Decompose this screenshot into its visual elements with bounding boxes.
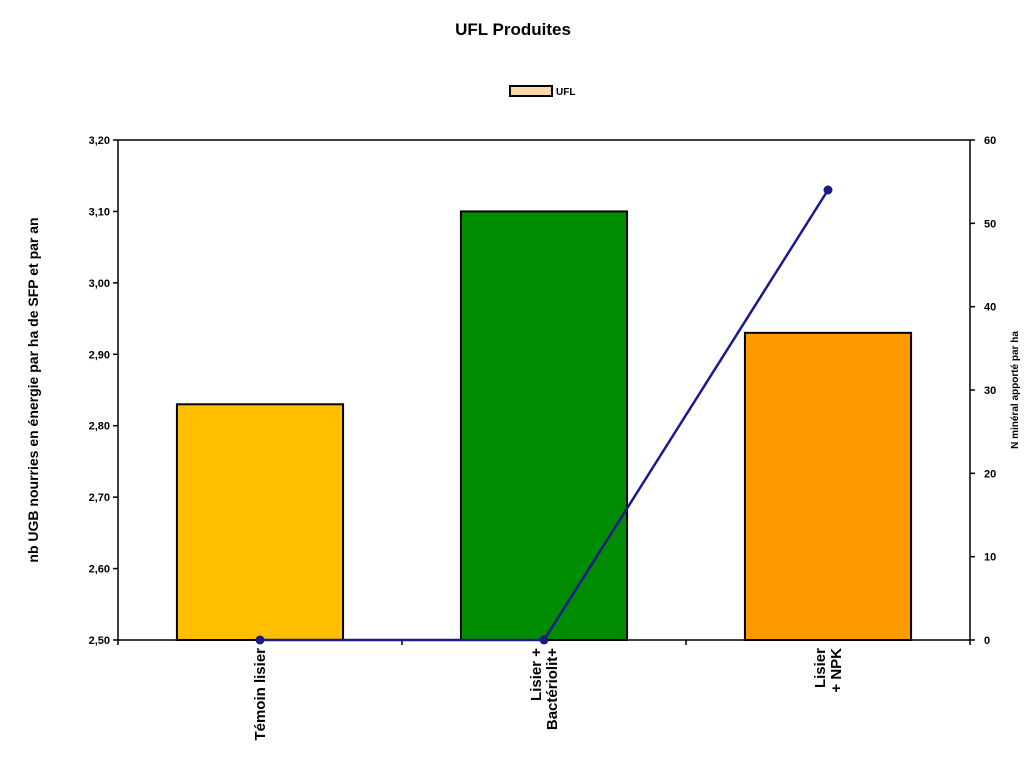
y-tick-label: 3,00 [89, 278, 110, 290]
y2-tick-label: 40 [984, 302, 996, 314]
chart-title: UFL Produites [455, 20, 571, 39]
y2-tick-label: 60 [984, 135, 996, 147]
y2-tick-label: 50 [984, 218, 996, 230]
line-point [539, 635, 549, 645]
line-series [255, 185, 833, 645]
y-tick-label: 2,60 [89, 564, 110, 576]
y-tick-label: 2,80 [89, 421, 110, 433]
line-point [823, 185, 833, 195]
y-tick-label: 2,90 [89, 349, 110, 361]
legend: UFL [509, 85, 575, 98]
bar [459, 210, 629, 642]
x-tick-label: Témoin lisier [252, 648, 269, 741]
labels: 2,50 2,60 2,70 2,80 2,90 3,00 3,10 3,20 0 10 20 30 4… [25, 135, 1021, 741]
y2-tick-label: 0 [984, 635, 990, 647]
bar [743, 331, 913, 641]
y2-tick-label: 20 [984, 468, 996, 480]
y2-axis-label: N minéral apporté par ha [1010, 331, 1021, 449]
y-axis-label: nb UGB nourries en énergie par ha de SFP… [25, 217, 41, 562]
x-tick-label: Lisier+ NPK [812, 648, 845, 693]
bar [175, 403, 345, 641]
legend-swatch-ufl [509, 85, 553, 97]
line-point [255, 635, 265, 645]
y-tick-label: 3,20 [89, 135, 110, 147]
x-tick-label: Lisier +Bactériolit+ [528, 648, 561, 730]
legend-label-ufl: UFL [556, 87, 575, 98]
y-tick-label: 2,50 [89, 635, 110, 647]
y-tick-label: 3,10 [89, 206, 110, 218]
y2-tick-label: 10 [984, 552, 996, 564]
y2-tick-label: 30 [984, 385, 996, 397]
bars [175, 210, 913, 642]
y-tick-label: 2,70 [89, 492, 110, 504]
